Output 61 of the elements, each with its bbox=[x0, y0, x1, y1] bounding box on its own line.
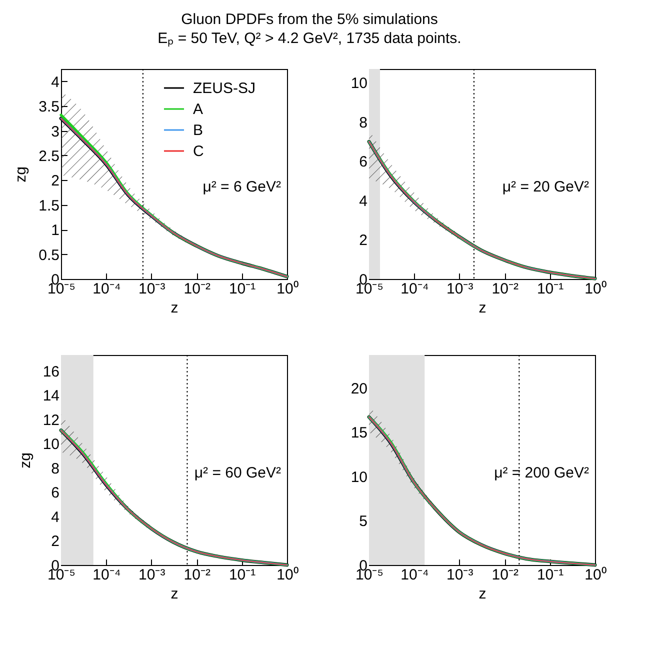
y-axis-title: zg bbox=[16, 452, 34, 468]
x-tick-label: 10⁻¹ bbox=[536, 566, 564, 584]
chart-subtitle: Eₚ = 50 TeV, Q² > 4.2 GeV², 1735 data points. bbox=[158, 30, 462, 47]
x-tick-label: 10⁻⁴ bbox=[92, 280, 121, 298]
y-tick-label: 10 bbox=[350, 75, 368, 92]
x-tick-label: 10⁰ bbox=[276, 280, 298, 298]
y-tick-label: 10 bbox=[350, 468, 368, 486]
x-tick-label: 10⁻¹ bbox=[536, 280, 564, 298]
y-tick-label: 14 bbox=[42, 388, 60, 405]
x-tick-label: 10⁰ bbox=[584, 566, 606, 584]
y-tick-label: 5 bbox=[359, 513, 368, 530]
y-tick-label: 1 bbox=[51, 222, 60, 240]
y-tick-label: 6 bbox=[51, 484, 60, 502]
x-tick-label: 10⁻³ bbox=[446, 566, 474, 584]
y-tick-label: 4 bbox=[51, 508, 60, 526]
y-tick-label: 0.5 bbox=[38, 246, 60, 264]
y-tick-label: 4 bbox=[359, 192, 368, 210]
x-axis-title: z bbox=[170, 300, 178, 316]
y-tick-label: 20 bbox=[350, 380, 368, 398]
x-axis-title: z bbox=[170, 586, 178, 602]
x-tick-label: 10⁻² bbox=[184, 566, 210, 584]
annotation: μ² = 200 GeV² bbox=[494, 464, 590, 482]
y-tick-label: 15 bbox=[350, 424, 368, 442]
y-tick-label: 3 bbox=[51, 123, 60, 140]
x-axis-title: z bbox=[478, 300, 486, 316]
x-tick-label: 10⁻² bbox=[184, 280, 210, 298]
chart-title: Gluon DPDFs from the 5% simulations bbox=[181, 11, 438, 28]
annotation: μ² = 20 GeV² bbox=[502, 178, 589, 196]
legend-label: ZEUS-SJ bbox=[193, 80, 256, 97]
x-tick-label: 10⁰ bbox=[584, 280, 606, 298]
y-axis-title: zg bbox=[12, 166, 30, 182]
y-tick-label: 8 bbox=[359, 114, 368, 132]
x-tick-label: 10⁻¹ bbox=[228, 280, 256, 298]
x-tick-label: 10⁻³ bbox=[138, 566, 166, 584]
x-tick-label: 10⁻⁴ bbox=[92, 566, 121, 584]
x-tick-label: 10⁻⁴ bbox=[400, 280, 429, 298]
x-axis-title: z bbox=[478, 586, 486, 602]
x-tick-label: 10⁻² bbox=[492, 566, 518, 584]
annotation: μ² = 60 GeV² bbox=[194, 464, 281, 482]
legend-label: C bbox=[193, 143, 204, 160]
y-tick-label: 10 bbox=[42, 436, 60, 454]
y-tick-label: 12 bbox=[42, 412, 60, 429]
x-tick-label: 10⁻³ bbox=[138, 280, 166, 298]
x-tick-label: 10⁻¹ bbox=[228, 566, 256, 584]
x-tick-label: 10⁰ bbox=[276, 566, 298, 584]
y-tick-label: 2.5 bbox=[38, 148, 60, 165]
x-tick-label: 10⁻⁴ bbox=[400, 566, 429, 584]
legend-label: A bbox=[193, 101, 204, 118]
annotation: μ² = 6 GeV² bbox=[202, 178, 281, 196]
y-tick-label: 16 bbox=[42, 363, 60, 380]
y-tick-label: 2 bbox=[51, 533, 60, 550]
y-tick-label: 1.5 bbox=[38, 197, 60, 214]
y-tick-label: 2 bbox=[51, 172, 60, 190]
y-tick-label: 3.5 bbox=[38, 98, 60, 116]
y-tick-label: 6 bbox=[359, 154, 368, 171]
x-tick-label: 10⁻³ bbox=[446, 280, 474, 298]
y-tick-label: 8 bbox=[51, 460, 60, 478]
x-tick-label: 10⁻² bbox=[492, 280, 518, 298]
y-tick-label: 2 bbox=[359, 232, 368, 250]
y-tick-label: 4 bbox=[51, 74, 60, 91]
legend-label: B bbox=[193, 122, 204, 139]
